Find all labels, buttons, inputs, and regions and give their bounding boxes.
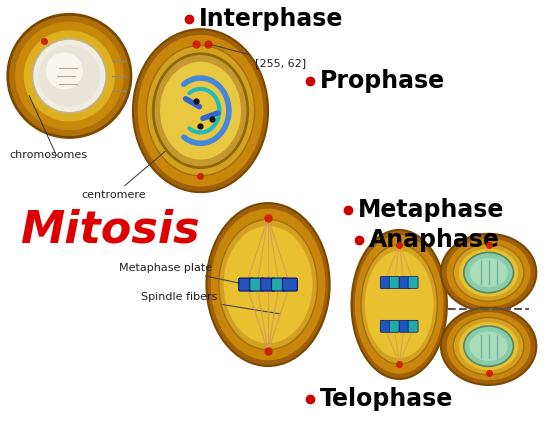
Ellipse shape — [211, 209, 326, 360]
FancyBboxPatch shape — [399, 320, 409, 332]
Ellipse shape — [355, 235, 443, 374]
Ellipse shape — [152, 52, 249, 169]
Ellipse shape — [365, 251, 433, 358]
Text: Interphase: Interphase — [199, 7, 343, 31]
Ellipse shape — [224, 226, 312, 343]
Ellipse shape — [459, 249, 518, 297]
Ellipse shape — [351, 230, 447, 379]
Ellipse shape — [32, 39, 106, 113]
Ellipse shape — [133, 29, 268, 192]
Text: Telophase: Telophase — [320, 387, 453, 411]
Ellipse shape — [160, 62, 241, 160]
Ellipse shape — [206, 203, 329, 366]
Text: Spindle fibers: Spindle fibers — [141, 292, 280, 314]
Text: Metaphase plate: Metaphase plate — [119, 263, 244, 284]
FancyBboxPatch shape — [408, 276, 418, 289]
Text: Mitosis: Mitosis — [20, 209, 199, 252]
Ellipse shape — [361, 245, 437, 364]
Ellipse shape — [24, 31, 115, 122]
Text: [255, 62]: [255, 62] — [211, 45, 306, 68]
Text: chromosomes: chromosomes — [10, 150, 87, 160]
FancyBboxPatch shape — [389, 276, 399, 289]
Ellipse shape — [138, 35, 263, 187]
Ellipse shape — [146, 46, 255, 176]
Ellipse shape — [219, 219, 317, 350]
Ellipse shape — [459, 322, 518, 370]
FancyBboxPatch shape — [272, 278, 287, 291]
Ellipse shape — [39, 45, 100, 107]
Ellipse shape — [453, 317, 524, 375]
Ellipse shape — [441, 234, 536, 311]
FancyBboxPatch shape — [380, 320, 390, 332]
Ellipse shape — [153, 54, 248, 168]
Ellipse shape — [470, 258, 508, 287]
Ellipse shape — [8, 14, 131, 138]
FancyBboxPatch shape — [380, 276, 390, 289]
Ellipse shape — [46, 52, 83, 89]
FancyBboxPatch shape — [261, 278, 276, 291]
Ellipse shape — [447, 239, 531, 307]
Ellipse shape — [464, 252, 513, 293]
Text: centromere: centromere — [81, 127, 194, 200]
FancyBboxPatch shape — [389, 320, 399, 332]
Text: Anaphase: Anaphase — [370, 228, 500, 252]
Ellipse shape — [15, 22, 124, 130]
FancyBboxPatch shape — [250, 278, 265, 291]
Text: Prophase: Prophase — [320, 69, 445, 93]
FancyBboxPatch shape — [239, 278, 254, 291]
Text: Metaphase: Metaphase — [358, 198, 504, 222]
Ellipse shape — [453, 244, 524, 301]
FancyBboxPatch shape — [399, 276, 409, 289]
Ellipse shape — [447, 312, 531, 380]
Ellipse shape — [464, 326, 513, 366]
Ellipse shape — [441, 307, 536, 385]
Ellipse shape — [470, 332, 508, 361]
FancyBboxPatch shape — [408, 320, 418, 332]
FancyBboxPatch shape — [283, 278, 298, 291]
